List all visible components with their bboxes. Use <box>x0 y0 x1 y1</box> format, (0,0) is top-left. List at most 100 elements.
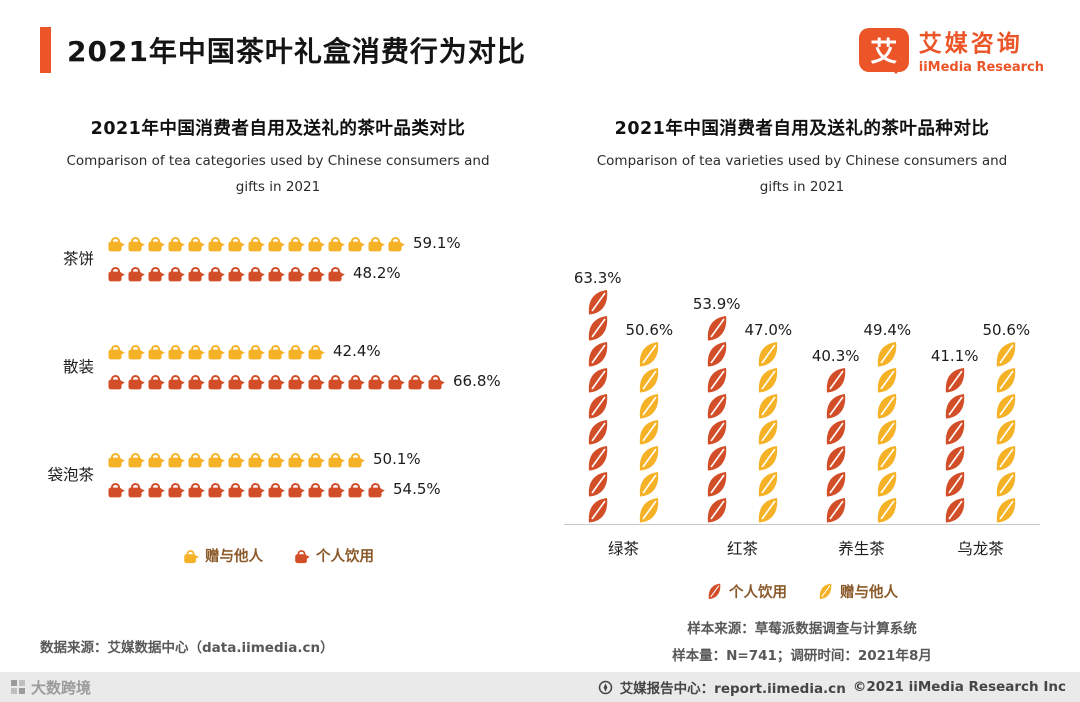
pictogram-column-series-0: 41.1% <box>931 347 979 524</box>
leaf-icon <box>707 471 726 497</box>
pictogram-column-series-1: 47.0% <box>745 321 792 524</box>
sample-size-note: 样本量：N=741；调研时间：2021年8月 <box>672 647 932 664</box>
leaf-icon <box>640 445 659 471</box>
teapot-icon <box>128 482 145 498</box>
leaf-icon <box>759 419 778 445</box>
column-group-1: 53.9% 47.0% <box>683 295 802 524</box>
leaf-icon <box>997 393 1016 419</box>
legend-item-0: 个人饮用 <box>706 581 787 602</box>
teapot-icon <box>268 374 285 390</box>
leaf-icon <box>708 583 721 599</box>
teapot-icon <box>208 344 225 360</box>
value-label: 50.1% <box>373 449 421 468</box>
pictogram-column-series-1: 49.4% <box>864 321 911 524</box>
teapot-icon <box>248 452 265 468</box>
value-label: 48.2% <box>353 263 401 282</box>
teapot-icon <box>208 452 225 468</box>
leaf-icon <box>707 419 726 445</box>
pictogram-column-series-0: 40.3% <box>812 347 860 524</box>
teapot-icon <box>248 236 265 252</box>
leaf-icon <box>945 393 964 419</box>
teapot-icon <box>368 236 385 252</box>
pictogram-bar-series-1: 48.2% <box>106 261 516 285</box>
teapot-icon <box>148 482 165 498</box>
category-label: 袋泡茶 <box>47 465 94 484</box>
leaf-icon <box>878 419 897 445</box>
sample-source-note: 样本来源：草莓派数据调查与计算系统 <box>687 620 917 637</box>
teapot-icon <box>148 236 165 252</box>
teapot-icon <box>128 452 145 468</box>
teapot-icon <box>228 344 245 360</box>
teapot-icon <box>248 344 265 360</box>
legend-item-1: 个人饮用 <box>293 545 374 566</box>
leaf-icon <box>826 367 845 393</box>
pictogram-bar-chart: 茶饼 59.1% 48.2% 散装 42.4% 66.8% 袋泡茶 50.1% 54.5% <box>40 231 516 501</box>
teapot-icon <box>288 452 305 468</box>
teapot-icon <box>328 452 345 468</box>
leaf-icon <box>878 445 897 471</box>
x-axis-labels: 绿茶 红茶 养生茶 乌龙茶 <box>564 537 1040 559</box>
leaf-icon <box>878 341 897 367</box>
teapot-icon <box>148 374 165 390</box>
legend-item-0: 赠与他人 <box>182 545 263 566</box>
column-group-3: 41.1% 50.6% <box>921 321 1040 524</box>
teapot-icon <box>328 374 345 390</box>
brand-name-cn: 艾媒咨询 <box>918 31 1023 57</box>
teapot-icon <box>148 344 165 360</box>
teapot-icon <box>188 452 205 468</box>
tea-variety-chart: 2021年中国消费者自用及送礼的茶叶品种对比 Comparison of tea… <box>564 81 1040 672</box>
teapot-icon <box>288 374 305 390</box>
leaf-icon <box>826 445 845 471</box>
leaf-icon <box>588 471 607 497</box>
pictogram-column-series-1: 50.6% <box>983 321 1030 524</box>
leaf-icon <box>759 497 778 523</box>
leaf-icon <box>997 341 1016 367</box>
teapot-icon <box>328 236 345 252</box>
legend-label: 个人饮用 <box>729 584 787 601</box>
teapot-icon <box>368 374 385 390</box>
teapot-icon <box>188 236 205 252</box>
leaf-icon <box>588 497 607 523</box>
leaf-icon <box>819 583 832 599</box>
right-chart-title: 2021年中国消费者自用及送礼的茶叶品种对比 <box>614 119 990 139</box>
leaf-icon <box>640 367 659 393</box>
teapot-icon <box>108 344 125 360</box>
teapot-icon <box>308 374 325 390</box>
leaf-icon <box>997 419 1016 445</box>
leaf-icon <box>945 445 964 471</box>
leaf-icon <box>640 471 659 497</box>
leaf-icon <box>707 315 726 341</box>
teapot-icon <box>168 452 185 468</box>
pictogram-column-series-1: 50.6% <box>626 321 673 524</box>
watermark-icon <box>11 680 25 694</box>
leaf-icon <box>878 471 897 497</box>
teapot-icon <box>268 482 285 498</box>
leaf-icon <box>997 445 1016 471</box>
right-chart-subtitle: Comparison of tea varieties used by Chin… <box>596 153 1008 196</box>
column-groups: 63.3% 50.6% 53.9% 47.0% 40.3% 49.4% 41.1% 50.6% <box>564 229 1040 525</box>
teapot-icon <box>348 236 365 252</box>
iimedia-logo-icon: 艾 <box>858 27 909 74</box>
teapot-icon <box>128 266 145 282</box>
teapot-icon <box>428 374 445 390</box>
pictogram-bar-series-0: 59.1% <box>106 231 516 255</box>
teapot-icon <box>228 266 245 282</box>
teapot-icon <box>388 374 405 390</box>
left-chart-title: 2021年中国消费者自用及送礼的茶叶品类对比 <box>90 119 466 139</box>
pictogram-column-series-0: 53.9% <box>693 295 741 524</box>
category-label: 茶饼 <box>62 249 94 268</box>
pictogram-bar-series-1: 54.5% <box>106 477 516 501</box>
teapot-icon <box>184 549 199 563</box>
teapot-icon <box>168 236 185 252</box>
value-label: 63.3% <box>573 268 622 287</box>
teapot-icon <box>188 374 205 390</box>
leaf-icon <box>588 393 607 419</box>
pictogram-column-series-0: 63.3% <box>574 269 622 524</box>
legend-label: 赠与他人 <box>205 548 263 565</box>
footer: 大数跨境 艾媒报告中心：report.iimedia.cn ©2021 iiMe… <box>0 672 1080 702</box>
leaf-icon <box>707 367 726 393</box>
category-label: 散装 <box>62 357 94 376</box>
leaf-icon <box>707 341 726 367</box>
tea-category-chart: 2021年中国消费者自用及送礼的茶叶品类对比 Comparison of tea… <box>40 81 516 672</box>
